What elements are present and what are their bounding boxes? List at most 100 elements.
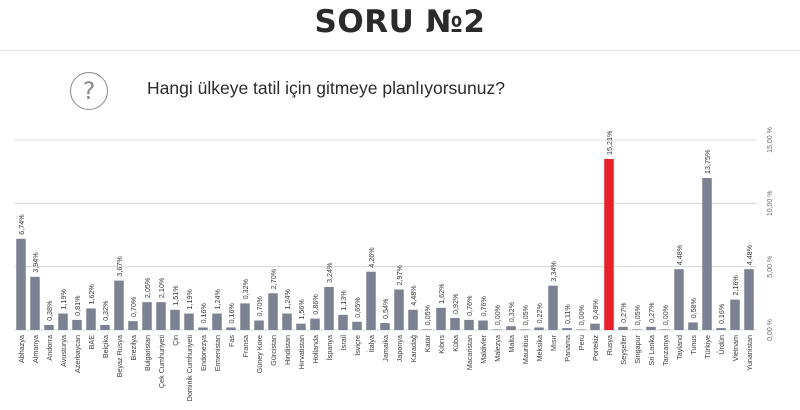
- bar: [492, 329, 502, 330]
- data-label: 1,24%: [283, 289, 292, 310]
- data-label: 0,05%: [633, 304, 642, 325]
- data-label: 0,05%: [423, 304, 432, 325]
- x-tick-label: Malta: [507, 335, 516, 353]
- x-tick-label: Portekiz: [591, 335, 600, 361]
- bar: [282, 313, 292, 330]
- x-tick-label: Dominik Cumhuriyeti: [185, 335, 194, 402]
- bar: [86, 308, 96, 330]
- data-label: 0,27%: [647, 302, 656, 323]
- bar: [436, 307, 446, 330]
- data-label: 0,92%: [451, 293, 460, 314]
- x-tick-label: Bulgaristan: [143, 335, 152, 371]
- data-label: 0,86%: [311, 294, 320, 315]
- data-label: 1,62%: [437, 283, 446, 304]
- x-tick-label: Peru: [577, 335, 586, 350]
- bar: [422, 329, 432, 330]
- x-tick-label: Panama: [563, 335, 572, 362]
- bar: [142, 302, 152, 330]
- data-label: 0,32%: [241, 278, 250, 299]
- x-tick-label: Brezilya: [129, 335, 138, 361]
- x-tick-label: Hollanda: [311, 335, 320, 363]
- x-tick-label: Almanya: [31, 335, 40, 363]
- data-label: 0,16%: [199, 302, 208, 323]
- x-tick-label: Hırvatistan: [297, 335, 306, 369]
- data-label: 2,10%: [157, 277, 166, 298]
- y-tick-label: 0,00 %: [767, 319, 774, 341]
- bar: [16, 238, 26, 330]
- data-label: 0,76%: [465, 295, 474, 316]
- bar: [72, 319, 82, 330]
- x-tick-label: Sri Lanka: [647, 335, 656, 365]
- x-tick-label: Tunus: [689, 335, 698, 355]
- data-label: 4,48%: [745, 244, 754, 265]
- bar: [408, 309, 418, 330]
- y-tick-label: 15,00 %: [767, 127, 774, 153]
- bar: [506, 326, 516, 330]
- bar: [660, 329, 670, 330]
- x-tick-label: Katar: [423, 334, 432, 352]
- bar: [212, 313, 222, 330]
- data-label: 3,24%: [325, 262, 334, 283]
- x-tick-label: Tanzanya: [661, 335, 670, 366]
- x-tick-label: Güney Kore: [255, 335, 264, 373]
- bar: [58, 313, 68, 330]
- bar: [702, 178, 712, 330]
- page-title: SORU №2: [314, 4, 486, 40]
- bar: [366, 271, 376, 330]
- bar: [352, 321, 362, 330]
- data-label: 0,16%: [227, 302, 236, 323]
- data-label: 1,13%: [339, 290, 348, 311]
- x-tick-label: Jamaika: [381, 335, 390, 362]
- data-label: 0,81%: [73, 295, 82, 316]
- x-tick-label: Malezya: [493, 335, 502, 362]
- bar: [268, 293, 278, 330]
- x-tick-label: Japonya: [395, 335, 404, 362]
- x-tick-label: Gürcistan: [269, 335, 278, 366]
- data-label: 2,05%: [143, 277, 152, 298]
- data-label: 0,32%: [101, 300, 110, 321]
- title-divider: [0, 50, 800, 51]
- data-label: 1,51%: [171, 285, 180, 306]
- x-tick-label: Mauritius: [521, 335, 530, 365]
- data-label: 0,00%: [493, 304, 502, 325]
- data-label: 0,32%: [507, 301, 516, 322]
- data-label: 2,70%: [269, 268, 278, 289]
- x-tick-label: Macaristan: [465, 335, 474, 370]
- bar: [170, 309, 180, 330]
- x-tick-label: Hindistan: [283, 335, 292, 365]
- x-tick-label: Tayland: [675, 335, 684, 360]
- x-tick-label: Karadağ: [409, 335, 418, 362]
- data-label: 4,48%: [409, 285, 418, 306]
- data-label: 6,74%: [17, 214, 26, 235]
- x-tick-label: Singapur: [633, 334, 642, 363]
- data-label: 2,16%: [731, 275, 740, 296]
- x-tick-label: Mısır: [549, 334, 558, 351]
- data-label: 1,62%: [87, 283, 96, 304]
- data-label: 3,67%: [115, 256, 124, 277]
- question-mark-icon: ?: [70, 72, 108, 110]
- x-tick-label: Endonezya: [199, 335, 208, 371]
- x-tick-label: BAE: [87, 335, 96, 350]
- data-label: 0,16%: [717, 303, 726, 324]
- bar: [478, 320, 488, 330]
- data-label: 0,05%: [521, 304, 530, 325]
- data-label: 0,27%: [619, 302, 628, 323]
- x-tick-label: Ürdün: [717, 335, 726, 355]
- x-tick-label: Belçika: [101, 335, 110, 358]
- x-tick-label: Yunanistan: [745, 335, 754, 371]
- x-tick-label: İspanya: [325, 335, 334, 360]
- bar: [464, 319, 474, 330]
- x-tick-label: Türkiye: [703, 335, 712, 359]
- x-tick-label: Maldivler: [479, 334, 488, 363]
- x-tick-label: Rusya: [605, 335, 614, 355]
- x-tick-label: İtalya: [367, 335, 376, 352]
- bar: [226, 327, 236, 330]
- x-tick-label: Beyaz Rusya: [115, 335, 124, 377]
- data-label: 4,26%: [367, 247, 376, 268]
- x-tick-label: Vietnam: [731, 335, 740, 361]
- data-label: 2,97%: [395, 264, 404, 285]
- bar: [562, 328, 572, 330]
- x-tick-label: İsviçre: [353, 335, 362, 356]
- bar: [240, 303, 250, 330]
